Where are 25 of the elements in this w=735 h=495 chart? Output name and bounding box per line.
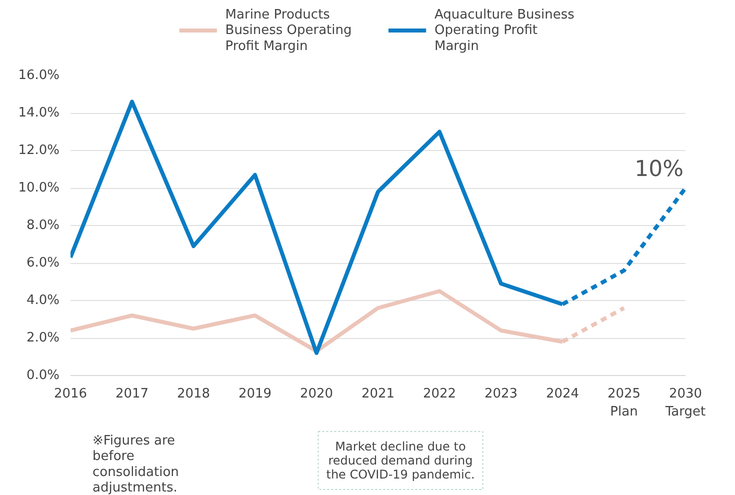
x-tick-label: 2030 Target — [664, 386, 706, 420]
y-tick-label: 0.0% — [26, 368, 60, 383]
text: Market decline due to reduced demand during the COVID-19 pandemic. — [326, 440, 475, 482]
x-tick-label: 2023 — [484, 386, 518, 402]
legend-label: Aquaculture Business Operating Profit Margin — [434, 7, 575, 54]
x-tick-label: 2024 — [546, 386, 580, 402]
x-tick-label: 2021 — [361, 386, 395, 402]
legend-label: Marine Products Business Operating Profit Margin — [225, 7, 352, 54]
y-tick-label: 8.0% — [26, 218, 60, 233]
x-tick-label: 2020 — [300, 386, 334, 402]
y-tick-label: 16.0% — [18, 68, 60, 83]
y-tick-label: 12.0% — [18, 143, 60, 158]
x-tick-label: 2022 — [422, 386, 456, 402]
y-tick-label: 6.0% — [26, 256, 60, 270]
text: ※Figures are before consolidation adjustments. — [92, 433, 179, 495]
x-tick-label: 2025 Plan — [607, 386, 641, 420]
annotation: 10% — [634, 157, 684, 182]
y-tick-label: 2.0% — [26, 330, 60, 346]
y-tick-label: 14.0% — [18, 106, 60, 120]
x-tick-label: 2019 — [238, 386, 272, 402]
y-tick-label: 4.0% — [26, 293, 60, 308]
x-tick-label: 2016 — [54, 386, 88, 402]
x-tick-label: 2017 — [115, 386, 149, 402]
x-tick-label: 2018 — [176, 386, 210, 402]
y-tick-label: 10.0% — [18, 180, 60, 196]
